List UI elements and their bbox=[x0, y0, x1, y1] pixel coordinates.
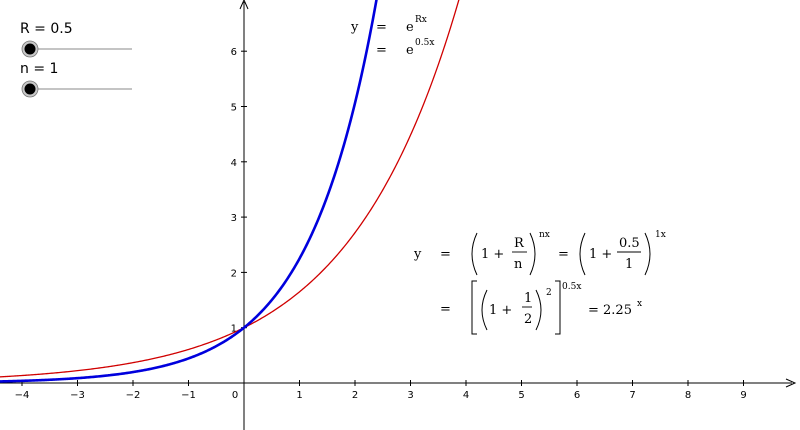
formula-bottom-exp-d: x bbox=[637, 299, 642, 309]
formula-bottom-den-b: 1 bbox=[625, 257, 633, 272]
paren-right-a bbox=[529, 232, 536, 276]
formula-bottom-den-a: n bbox=[514, 257, 523, 272]
y-tick-label: 2 bbox=[231, 268, 237, 279]
formula-bottom-one-a: 1 + bbox=[481, 247, 504, 262]
slider-r-label: R = 0.5 bbox=[20, 21, 73, 37]
formula-bottom-num-b: 0.5 bbox=[619, 236, 640, 251]
curve-red-exponential bbox=[0, 0, 460, 378]
x-tick-label: −3 bbox=[70, 390, 85, 401]
formula-bottom-y: y bbox=[413, 247, 422, 262]
formula-bottom-exp-c-outer: 0.5x bbox=[562, 282, 581, 292]
formula-top-base1: e bbox=[406, 20, 414, 35]
x-tick-label: 4 bbox=[463, 390, 469, 401]
y-tick-label: 1 bbox=[231, 324, 237, 335]
formula-top-eq2: = bbox=[376, 43, 387, 58]
formula-bottom-eq2: = bbox=[558, 247, 569, 262]
paren-left-a bbox=[471, 232, 478, 276]
x-tick-label: 8 bbox=[685, 390, 691, 401]
curve-blue-compound bbox=[0, 0, 378, 383]
bracket-left bbox=[471, 280, 477, 335]
formula-top-y: y bbox=[350, 20, 359, 35]
x-tick-label: 5 bbox=[518, 390, 524, 401]
x-tick-label: −2 bbox=[126, 390, 141, 401]
formula-top-base2: e bbox=[406, 43, 414, 58]
paren-left-c bbox=[481, 289, 488, 331]
x-tick-label: 0 bbox=[232, 390, 238, 401]
formula-bottom-eq3: = bbox=[440, 302, 451, 317]
slider-n-handle[interactable] bbox=[24, 83, 36, 95]
slider-n[interactable] bbox=[20, 79, 140, 99]
y-tick-label: 3 bbox=[231, 213, 237, 224]
formula-bottom-exp-c-inner: 2 bbox=[546, 288, 552, 298]
y-axis-arrow bbox=[239, 0, 249, 10]
slider-r-handle[interactable] bbox=[24, 43, 36, 55]
formula-exponential: y = e Rx = e 0.5x bbox=[350, 15, 434, 58]
y-tick-label: 5 bbox=[231, 103, 237, 114]
x-ticks: −4 −3 −2 −1 0 1 2 3 4 5 6 7 8 9 bbox=[15, 380, 747, 401]
slider-r[interactable] bbox=[20, 39, 140, 59]
bracket-right bbox=[555, 280, 561, 335]
formula-bottom-exp-a: nx bbox=[539, 230, 550, 240]
slider-n-label: n = 1 bbox=[20, 61, 59, 77]
x-tick-label: −1 bbox=[181, 390, 196, 401]
x-tick-label: 2 bbox=[352, 390, 358, 401]
formula-bottom-one-b: 1 + bbox=[589, 247, 612, 262]
paren-left-b bbox=[579, 232, 586, 276]
x-tick-label: 1 bbox=[296, 390, 302, 401]
paren-right-c bbox=[535, 289, 542, 331]
formula-bottom-num-c: 1 bbox=[524, 291, 532, 306]
y-ticks: 1 2 3 4 5 6 bbox=[231, 47, 247, 335]
formula-bottom-den-c: 2 bbox=[524, 312, 532, 327]
y-tick-label: 4 bbox=[231, 158, 237, 169]
curves bbox=[0, 0, 460, 383]
y-tick-label: 6 bbox=[231, 47, 237, 58]
formula-compound: y = 1 + R n nx = 1 + 0.5 1 1x = 1 + 1 2 … bbox=[413, 230, 666, 335]
x-tick-label: −4 bbox=[15, 390, 30, 401]
x-tick-label: 6 bbox=[574, 390, 580, 401]
formula-bottom-num-a: R bbox=[514, 236, 525, 251]
formula-bottom-one-c: 1 + bbox=[489, 303, 512, 318]
x-tick-label: 3 bbox=[407, 390, 413, 401]
paren-right-b bbox=[644, 232, 651, 276]
formula-top-exp1: Rx bbox=[415, 15, 427, 25]
formula-bottom-eq1: = bbox=[440, 247, 451, 262]
x-tick-label: 7 bbox=[629, 390, 635, 401]
x-tick-label: 9 bbox=[740, 390, 746, 401]
formula-bottom-exp-b: 1x bbox=[655, 230, 666, 240]
formula-top-eq1: = bbox=[376, 20, 387, 35]
x-axis-arrow bbox=[785, 378, 797, 388]
formula-bottom-eq4: = 2.25 bbox=[588, 303, 632, 318]
formula-top-exp2: 0.5x bbox=[415, 38, 434, 48]
